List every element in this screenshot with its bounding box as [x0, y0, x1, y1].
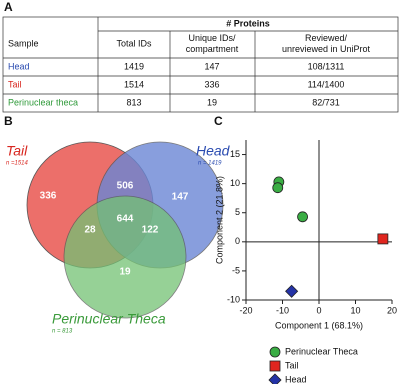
- venn-count: 336: [40, 191, 57, 202]
- y-tick-label: -5: [232, 265, 240, 275]
- column-header: Total IDs: [116, 38, 152, 48]
- y-tick-label: 5: [235, 207, 240, 217]
- column-header: Reviewed/unreviewed in UniProt: [282, 33, 371, 54]
- marker: [272, 182, 284, 194]
- legend-label: Perinuclear Theca: [285, 346, 358, 356]
- table-cell: 336: [204, 79, 219, 89]
- marker: [285, 284, 299, 298]
- venn-count: 122: [142, 225, 159, 236]
- y-tick-label: 15: [230, 149, 240, 159]
- venn-circle: [63, 195, 187, 319]
- x-tick-label: 20: [387, 305, 397, 315]
- legend-label: Head: [285, 374, 307, 384]
- table-cell: 108/1311: [308, 61, 345, 71]
- venn-set-count: n =1514: [6, 161, 29, 167]
- table-cell: Head: [8, 61, 30, 71]
- panel-label: A: [4, 0, 13, 14]
- table-group-header: # Proteins: [226, 18, 270, 28]
- venn-set-count: n = 1419: [198, 161, 222, 167]
- column-header: Unique IDs/compartment: [186, 33, 239, 54]
- table-cell: 1514: [124, 79, 144, 89]
- x-tick-label: -20: [239, 305, 252, 315]
- table-cell: 813: [126, 97, 141, 107]
- table: # Proteins Sample Total IDs Unique IDs/c…: [2, 16, 399, 113]
- table-body: Head 1419 147 108/1311 Tail 1514 336 114/1400 Pe…: [8, 61, 344, 107]
- table-cell: 19: [207, 97, 217, 107]
- table-cell: 1419: [124, 61, 144, 71]
- panel-label: B: [4, 114, 13, 128]
- table-cell: Perinuclear theca: [8, 97, 78, 107]
- y-tick-label: 10: [230, 178, 240, 188]
- y-tick-label: 0: [235, 236, 240, 246]
- y-tick-label: -10: [227, 294, 240, 304]
- legend-label: Tail: [285, 360, 299, 370]
- venn-count: 644: [117, 214, 134, 225]
- venn: [26, 141, 224, 319]
- legend-marker: [268, 373, 282, 384]
- venn-count: 506: [117, 181, 134, 192]
- table-cell: Tail: [8, 79, 22, 89]
- marker: [377, 233, 389, 245]
- table-cell: 82/731: [312, 97, 340, 107]
- x-tick-label: -10: [276, 305, 289, 315]
- y-axis-label: Component 2 (21.8%): [214, 176, 224, 264]
- panel-label: C: [214, 114, 223, 128]
- venn-set-name: Perinuclear Theca: [52, 311, 166, 327]
- column-header: Sample: [8, 38, 39, 48]
- x-tick-label: 0: [316, 305, 321, 315]
- venn-set-count: n = 813: [52, 329, 73, 335]
- venn-count: 19: [119, 267, 131, 278]
- venn-count: 147: [172, 192, 189, 203]
- venn-set-name: Tail: [6, 143, 28, 159]
- legend-marker: [269, 360, 281, 372]
- venn-set-name: Head: [196, 143, 231, 159]
- marker: [297, 211, 308, 223]
- x-tick-label: 10: [350, 305, 360, 315]
- legend-marker: [269, 346, 281, 358]
- table-cell: 114/1400: [308, 79, 345, 89]
- table-cell: 147: [204, 61, 219, 71]
- table-border: [2, 16, 399, 113]
- venn-count: 28: [84, 225, 96, 236]
- x-axis-label: Component 1 (68.1%): [275, 320, 363, 330]
